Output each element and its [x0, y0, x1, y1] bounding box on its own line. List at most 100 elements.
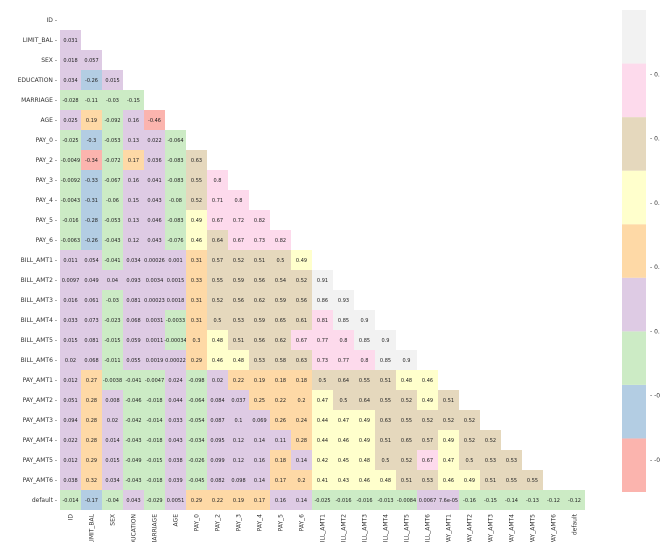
heatmap-cell [207, 350, 228, 370]
y-tick-label: MARRIAGE - [21, 97, 57, 104]
heatmap-cell [102, 430, 123, 450]
cell-value-label: 0.52 [422, 418, 433, 424]
cell-value-label: 0.022 [63, 438, 77, 444]
cell-value-label: 0.14 [296, 498, 307, 504]
heatmap-cell [354, 470, 375, 490]
cell-value-label: 0.2 [298, 398, 306, 404]
y-tick-label: BILL_AMT2 - [21, 277, 57, 284]
cell-value-label: 0.43 [338, 478, 349, 484]
cell-value-label: 0.17 [128, 158, 139, 164]
heatmap-cell [228, 410, 249, 430]
cell-value-label: 0.039 [168, 478, 182, 484]
heatmap-cell [81, 350, 102, 370]
heatmap-cell [144, 250, 165, 270]
colorbar-segment [622, 170, 646, 225]
x-tick-label: PAY_3 [236, 514, 243, 532]
cell-value-label: 0.46 [422, 378, 433, 384]
cell-value-label: 0.55 [359, 378, 370, 384]
cell-value-label: 0.52 [212, 298, 223, 304]
cell-value-label: 0.17 [275, 478, 286, 484]
cell-value-label: 0.53 [254, 358, 265, 364]
heatmap-cell [522, 470, 543, 490]
x-tick-label: PAY_AMT2 [467, 514, 474, 542]
heatmap-cell [459, 430, 480, 450]
cell-value-label: 0.32 [86, 478, 97, 484]
cell-value-label: 0.31 [191, 258, 202, 264]
heatmap-cell [375, 370, 396, 390]
cell-value-label: 0.52 [296, 278, 307, 284]
cell-value-label: 0.61 [296, 318, 307, 324]
cell-value-label: 0.015 [63, 338, 77, 344]
cell-value-label: 0.62 [275, 338, 286, 344]
heatmap-cell [396, 450, 417, 470]
y-tick-label: BILL_AMT1 - [21, 257, 57, 264]
cell-value-label: 0.49 [359, 418, 370, 424]
cell-value-label: 0.51 [380, 438, 391, 444]
heatmap-cell [60, 250, 81, 270]
heatmap-cell [186, 290, 207, 310]
cell-value-label: -0.023 [104, 318, 120, 324]
heatmap-cell [60, 330, 81, 350]
heatmap-cell [207, 330, 228, 350]
cell-value-label: -0.0033 [166, 318, 185, 324]
heatmap-cell [228, 190, 249, 210]
cell-value-label: 0.64 [212, 238, 223, 244]
y-tick-label: PAY_AMT2 - [23, 397, 57, 404]
cell-value-label: 0.44 [317, 418, 328, 424]
heatmap-cell [312, 370, 333, 390]
heatmap-cell [186, 310, 207, 330]
heatmap-cell [81, 430, 102, 450]
heatmap-cell [165, 210, 186, 230]
heatmap-cell [501, 470, 522, 490]
heatmap-cell [291, 450, 312, 470]
colorbar-segment [622, 117, 646, 171]
heatmap-cell [144, 470, 165, 490]
heatmap-cell [123, 230, 144, 250]
x-tick-label: PAY_4 [257, 514, 264, 532]
cell-value-label: -0.043 [125, 478, 141, 484]
heatmap-cell [438, 430, 459, 450]
heatmap-cell [102, 290, 123, 310]
heatmap-cell [375, 450, 396, 470]
cell-value-label: 0.49 [359, 438, 370, 444]
heatmap-cell [102, 390, 123, 410]
heatmap-cell [396, 410, 417, 430]
cell-value-label: 0.65 [401, 438, 412, 444]
heatmap-cell [186, 390, 207, 410]
cell-value-label: -0.054 [188, 418, 204, 424]
heatmap-cell [81, 70, 102, 90]
heatmap-cell [228, 310, 249, 330]
heatmap-cell [333, 430, 354, 450]
cell-value-label: 0.22 [275, 398, 286, 404]
heatmap-cell [501, 490, 522, 510]
heatmap-cell [228, 430, 249, 450]
heatmap-cell [144, 330, 165, 350]
cell-value-label: 0.014 [105, 438, 119, 444]
cell-value-label: 0.015 [105, 458, 119, 464]
heatmap-cell [186, 410, 207, 430]
cell-value-label: -0.053 [104, 138, 120, 144]
cell-value-label: -0.0049 [61, 158, 80, 164]
cell-value-label: 0.12 [128, 238, 139, 244]
cell-value-label: 0.094 [63, 418, 77, 424]
heatmap-cell [102, 70, 123, 90]
heatmap-cell [354, 350, 375, 370]
heatmap-cell [144, 290, 165, 310]
cell-value-label: 0.24 [296, 418, 307, 424]
x-tick-label: AGE [173, 514, 180, 527]
heatmap-cell [60, 90, 81, 110]
cell-value-label: 0.46 [212, 358, 223, 364]
cell-value-label: -0.12 [547, 498, 560, 504]
heatmap-cell [375, 490, 396, 510]
heatmap-cell [102, 410, 123, 430]
x-tick-label: PAY_6 [299, 514, 306, 532]
cell-value-label: 0.034 [105, 478, 119, 484]
cell-value-label: 0.041 [147, 178, 161, 184]
heatmap-cell [207, 410, 228, 430]
cell-value-label: -0.15 [127, 98, 140, 104]
cell-value-label: 0.71 [212, 198, 223, 204]
heatmap-cell [123, 410, 144, 430]
heatmap-cell [312, 410, 333, 430]
heatmap-cell [144, 130, 165, 150]
heatmap-cell [81, 290, 102, 310]
